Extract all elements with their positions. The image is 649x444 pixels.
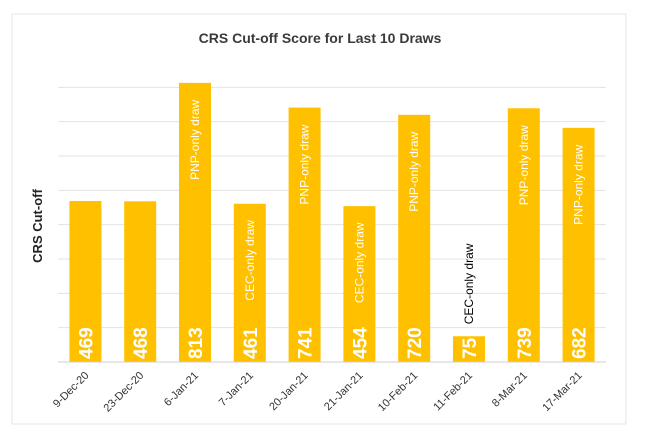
value-label: 75 bbox=[460, 337, 481, 359]
bar bbox=[398, 114, 431, 362]
value-label: 454 bbox=[350, 327, 371, 359]
bar-annotation: PNP-only draw bbox=[407, 131, 421, 211]
value-label: 813 bbox=[186, 327, 207, 359]
bar bbox=[288, 107, 321, 362]
value-label: 682 bbox=[570, 327, 591, 359]
bars bbox=[69, 82, 595, 363]
bar bbox=[124, 201, 157, 362]
bar-annotation: PNP-only draw bbox=[298, 124, 312, 204]
y-axis-label: CRS Cut-off bbox=[30, 189, 45, 263]
bar bbox=[562, 127, 595, 362]
chart-title: CRS Cut-off Score for Last 10 Draws bbox=[199, 30, 442, 46]
bar bbox=[69, 200, 102, 362]
bar-annotations: PNP-only draw CEC-only draw PNP-only draw C… bbox=[188, 100, 586, 325]
value-label: 469 bbox=[76, 327, 97, 359]
value-label: 720 bbox=[405, 327, 426, 359]
value-labels: 469 468 813 461 741 454 720 75 739 682 bbox=[76, 327, 590, 359]
bar bbox=[507, 108, 540, 362]
bar-annotation: CEC-only draw bbox=[352, 222, 366, 303]
bar bbox=[343, 206, 376, 362]
value-label: 461 bbox=[241, 327, 262, 359]
bar bbox=[453, 336, 485, 362]
value-label: 739 bbox=[515, 327, 536, 359]
bar-annotation: PNP-only draw bbox=[572, 144, 586, 224]
bar-annotation: CEC-only draw bbox=[243, 220, 257, 301]
bar bbox=[179, 82, 211, 363]
bar-annotation: PNP-only draw bbox=[188, 100, 202, 180]
bar-annotation: CEC-only draw bbox=[462, 243, 476, 324]
value-label: 741 bbox=[296, 327, 317, 359]
bar-annotation: PNP-only draw bbox=[517, 125, 531, 205]
bar bbox=[233, 203, 266, 362]
value-label: 468 bbox=[131, 327, 152, 359]
